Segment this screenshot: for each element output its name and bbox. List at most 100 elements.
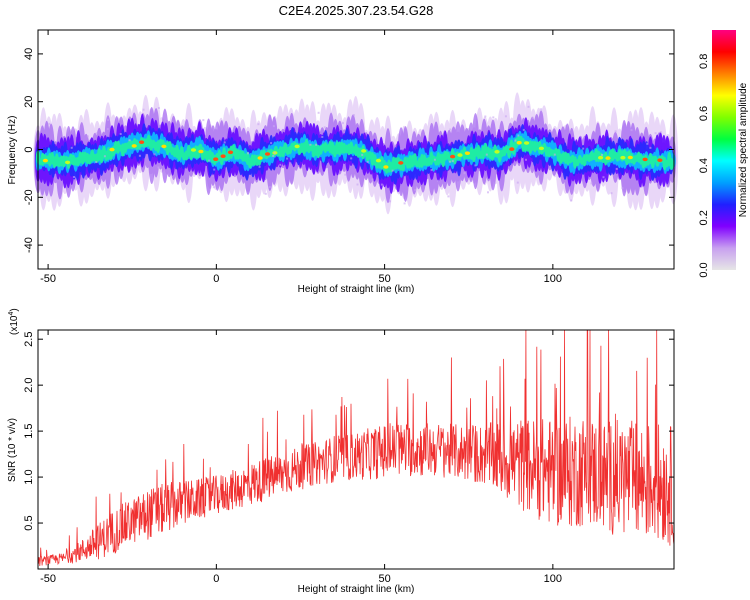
spec-hotspot xyxy=(190,148,197,152)
spec-band-green-blob xyxy=(662,156,667,171)
spec-speck xyxy=(95,161,98,164)
spec-speck xyxy=(315,143,318,146)
spec-speck xyxy=(448,160,451,163)
colorbar-tick-label: 0.4 xyxy=(698,158,710,173)
spec-hotspot xyxy=(620,155,626,160)
spec-speck xyxy=(270,142,273,145)
spec-speck xyxy=(264,192,267,195)
spec-speck xyxy=(128,139,131,142)
spec-speck xyxy=(391,169,394,172)
spec-hotspot xyxy=(450,154,456,159)
spec-speck xyxy=(433,158,436,161)
spec-speck xyxy=(212,174,215,177)
spec-hotspot xyxy=(227,150,234,155)
spec-speck xyxy=(649,146,652,149)
spec-speck xyxy=(474,164,477,167)
spec-speck xyxy=(630,129,633,132)
spec-speck xyxy=(273,151,276,154)
spec-speck xyxy=(309,143,312,146)
spec-hotspot xyxy=(198,149,204,154)
spec-hotspot xyxy=(509,147,515,151)
spec-speck xyxy=(447,195,450,198)
spec-hotspot xyxy=(161,144,167,149)
spec-hotspot xyxy=(538,146,545,151)
spec-hotspot xyxy=(109,147,115,152)
spec-hotspot xyxy=(398,161,404,165)
spec-speck xyxy=(366,161,369,163)
spec-speck xyxy=(356,183,359,186)
colorbar-tick-label: 0.6 xyxy=(698,106,710,121)
spec-hotspot xyxy=(605,156,611,160)
spec-speck xyxy=(272,125,275,128)
snr-x-tick-label: 100 xyxy=(544,573,562,585)
spec-speck xyxy=(504,115,507,118)
spectrogram-heatmap xyxy=(33,92,679,215)
spec-speck xyxy=(119,133,122,135)
spec-speck xyxy=(590,182,593,185)
spec-speck xyxy=(403,202,406,205)
spectrogram-y-label: Frequency (Hz) xyxy=(7,116,18,185)
snr-x-tick-label: 50 xyxy=(378,573,390,585)
spectrogram-y-tick-label: 20 xyxy=(23,96,35,108)
colorbar-tick-label: 0.2 xyxy=(698,210,710,225)
spec-speckle xyxy=(48,105,662,205)
spec-band-green-blob xyxy=(573,156,578,169)
spec-speck xyxy=(659,131,662,134)
spec-speck xyxy=(522,128,525,131)
spectrogram-ticks: -50 0 50 100 -40 -20 0 20 40 xyxy=(23,30,674,285)
spec-hotspot xyxy=(42,158,49,163)
snr-y-label: SNR (10 * v/v) xyxy=(7,418,18,482)
spec-speck xyxy=(582,147,585,150)
spec-hotspot xyxy=(383,165,389,169)
snr-series-line xyxy=(37,329,675,567)
spec-speck xyxy=(138,154,141,157)
spec-speck xyxy=(525,158,527,161)
spec-speck xyxy=(48,122,51,125)
spec-speck xyxy=(514,139,517,142)
spec-speck xyxy=(208,159,211,162)
spec-speck xyxy=(279,163,282,166)
spectrogram-y-tick-label: -40 xyxy=(23,237,35,253)
spec-speck xyxy=(342,122,344,125)
snr-y-tick-label: 1.0 xyxy=(23,469,35,484)
snr-y-tick-label: 2.5 xyxy=(23,332,35,347)
spec-speck xyxy=(213,168,216,171)
spec-speck xyxy=(361,153,364,156)
spec-hotspots xyxy=(42,140,663,169)
spec-hotspot xyxy=(220,154,226,158)
spec-hotspot xyxy=(213,157,219,161)
colorbar-tick-label: 0.0 xyxy=(698,262,710,277)
spectrogram-y-tick-label: 0 xyxy=(23,146,35,152)
spec-speck xyxy=(487,191,489,194)
spectrogram-y-tick-label: -20 xyxy=(23,189,35,205)
spec-hotspot xyxy=(494,150,500,154)
spectrogram-x-label: Height of straight line (km) xyxy=(298,284,415,295)
snr-plot: -50 0 50 100 0.5 1.0 1.5 2.0 2.5 Height of strai… xyxy=(7,308,675,595)
spec-hotspot xyxy=(139,140,145,144)
figure-title: C2E4.2025.307.23.54.G28 xyxy=(279,3,434,18)
spec-speck xyxy=(212,186,215,189)
spec-hotspot xyxy=(375,158,382,163)
spec-speck xyxy=(258,165,261,168)
spec-hotspot xyxy=(361,149,367,153)
spec-band-green-blob xyxy=(669,157,674,171)
spec-hotspot xyxy=(642,157,648,162)
spec-hotspot xyxy=(627,155,633,160)
spec-speck xyxy=(323,126,326,129)
spectrogram-x-tick-label: 50 xyxy=(378,273,390,285)
spec-speck xyxy=(570,199,573,202)
spec-speck xyxy=(106,128,109,131)
spec-hotspot xyxy=(294,144,300,149)
spec-hotspot xyxy=(464,151,470,155)
spec-hotspot xyxy=(264,152,271,156)
spec-speck xyxy=(430,168,433,171)
spec-speck xyxy=(449,128,452,131)
colorbar-tick-label: 0.8 xyxy=(698,54,710,69)
spec-speck xyxy=(601,153,603,156)
spectrogram-y-tick-label: 40 xyxy=(23,48,35,60)
spec-hotspot xyxy=(457,153,463,157)
spec-hotspot xyxy=(65,160,71,165)
snr-y-tick-label: 0.5 xyxy=(23,515,35,530)
spec-hotspot xyxy=(516,140,522,145)
colorbar-gradient xyxy=(712,30,736,270)
